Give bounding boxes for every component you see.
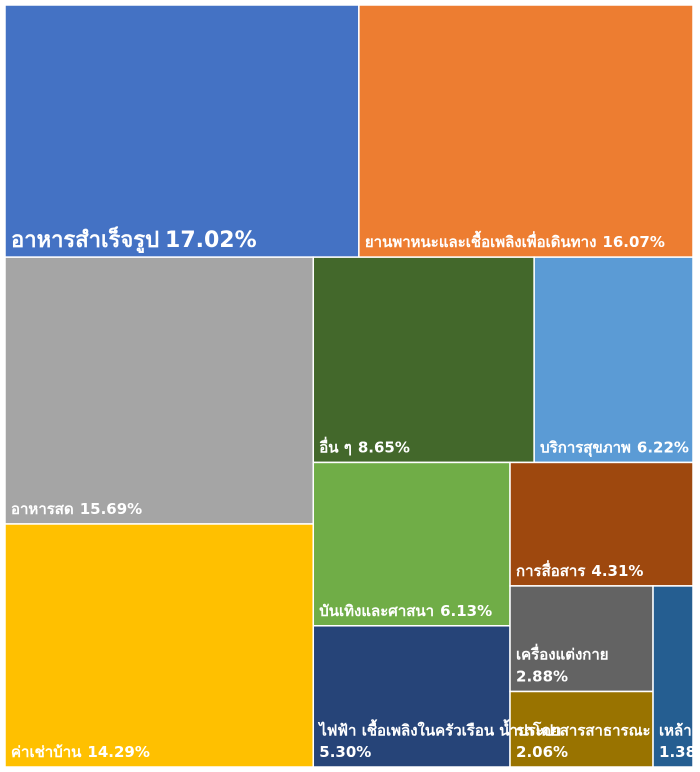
tile-label: ยานพาหนะและเชื้อเพลิงเพื่อเดินทาง 16.07% bbox=[365, 230, 665, 251]
category-name: บริการสุขภาพ bbox=[540, 438, 631, 457]
value-label: 6.13% bbox=[440, 602, 492, 620]
tile-label: เครื่องแต่งกาย 2.88% bbox=[516, 644, 609, 686]
treemap-tile bbox=[509, 690, 654, 768]
category-name: ค่าเช่าบ้าน bbox=[11, 743, 82, 761]
category-name: อาหารสด bbox=[11, 500, 74, 518]
treemap-tile bbox=[4, 523, 315, 768]
treemap-tile bbox=[4, 4, 360, 258]
tile-label: บันเทิงและศาสนา 6.13% bbox=[319, 602, 492, 620]
category-name: เหล้าและบุหรี่ bbox=[659, 719, 700, 740]
tile-label: ค่าเช่าบ้าน 14.29% bbox=[11, 743, 150, 761]
value-label: 16.07% bbox=[602, 233, 664, 251]
treemap-tile bbox=[509, 461, 694, 587]
value-label: 4.31% bbox=[591, 562, 643, 580]
category-name: อาหารสำเร็จรูป bbox=[11, 225, 159, 254]
category-name: รถโดยสารสาธารณะ bbox=[516, 720, 651, 739]
category-name: อื่น ๆ bbox=[319, 436, 352, 456]
value-label: 14.29% bbox=[87, 743, 149, 761]
value-label: 2.88% bbox=[516, 667, 568, 685]
treemap-tile bbox=[4, 256, 315, 525]
category-name: บันเทิงและศาสนา bbox=[319, 602, 434, 620]
tile-label: รถโดยสารสาธารณะ 2.06% bbox=[516, 720, 651, 761]
value-label: 2.06% bbox=[516, 743, 568, 761]
tile-label: บริการสุขภาพ 6.22% bbox=[540, 438, 689, 457]
tile-label: การสื่อสาร 4.31% bbox=[516, 560, 643, 580]
tile-label: เหล้าและบุหรี่ 1.38% bbox=[659, 719, 700, 761]
tile-label: อาหารสด 15.69% bbox=[11, 500, 142, 518]
treemap-tile bbox=[312, 461, 511, 627]
category-name: ยานพาหนะและเชื้อเพลิงเพื่อเดินทาง bbox=[365, 230, 597, 251]
value-label: 1.38% bbox=[659, 743, 700, 761]
category-name: เครื่องแต่งกาย bbox=[516, 644, 609, 664]
treemap-tile bbox=[652, 585, 694, 768]
tile-label: ไฟฟ้า เชื้อเพลิงในครัวเรือน น้ำประปา 5.30… bbox=[317, 718, 561, 761]
value-label: 5.30% bbox=[319, 743, 371, 761]
treemap-tile bbox=[509, 585, 654, 693]
treemap-tile bbox=[312, 256, 535, 464]
treemap-tile bbox=[312, 625, 511, 768]
value-label: 6.22% bbox=[637, 438, 689, 456]
treemap-tile bbox=[358, 4, 694, 258]
tile-label: อื่น ๆ 8.65% bbox=[319, 436, 410, 456]
value-label: 15.69% bbox=[80, 500, 142, 518]
value-label: 17.02% bbox=[165, 228, 257, 253]
value-label: 8.65% bbox=[358, 438, 410, 456]
tile-label: อาหารสำเร็จรูป 17.02% bbox=[11, 225, 257, 254]
treemap-tile bbox=[533, 256, 694, 464]
category-name: การสื่อสาร bbox=[516, 560, 586, 580]
category-name: ไฟฟ้า เชื้อเพลิงในครัวเรือน น้ำประปา bbox=[317, 718, 561, 739]
